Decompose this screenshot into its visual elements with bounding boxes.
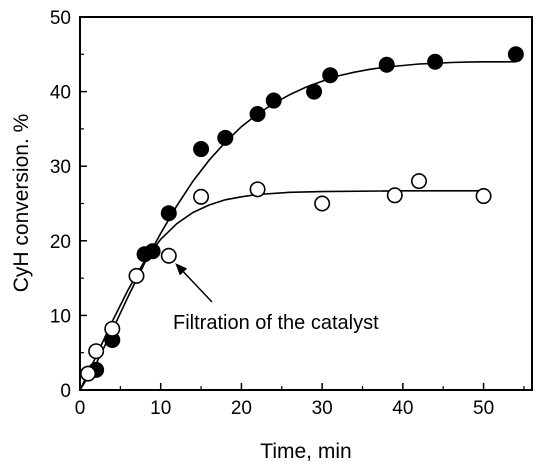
- y-tick-label: 20: [50, 232, 71, 253]
- y-tick-label: 0: [60, 381, 71, 402]
- filled-point: [265, 92, 282, 109]
- open-point: [386, 187, 403, 204]
- filled-point: [193, 141, 210, 158]
- open-point: [193, 188, 210, 205]
- filled-point: [144, 243, 161, 260]
- axis-ticks: 0 10 20 30 40 50 0 10 20 30 40 50: [50, 8, 525, 419]
- filled-point: [160, 205, 177, 222]
- open-point: [160, 247, 177, 264]
- plot-area: [79, 16, 533, 391]
- open-point: [410, 173, 427, 190]
- filled-point: [427, 53, 444, 70]
- open-point: [249, 181, 266, 198]
- fit-curves: [79, 61, 516, 391]
- fit-line-series-2: [79, 190, 484, 391]
- annotation-text: Filtration of the catalyst: [173, 312, 379, 334]
- filled-point: [322, 67, 339, 84]
- fit-line-series-1: [79, 61, 516, 391]
- data-points: [80, 46, 524, 382]
- x-tick-label: 20: [231, 398, 252, 419]
- plot-frame: [79, 16, 533, 391]
- x-tick-label: 0: [75, 398, 86, 419]
- open-point: [80, 365, 97, 382]
- annotation-group: Filtration of the catalyst: [173, 263, 379, 334]
- x-tick-label: 40: [392, 398, 413, 419]
- open-point: [88, 343, 105, 360]
- open-point: [128, 267, 145, 284]
- x-tick-label: 50: [473, 398, 494, 419]
- x-tick-label: 10: [150, 398, 171, 419]
- y-tick-label: 40: [50, 83, 71, 104]
- y-tick-label: 10: [50, 306, 71, 327]
- annotation-arrow-head: [175, 263, 188, 276]
- x-axis-title: Time, min: [260, 440, 351, 463]
- filled-point: [217, 129, 234, 146]
- filled-point: [249, 105, 266, 122]
- x-tick-label: 30: [312, 398, 333, 419]
- open-point: [475, 188, 492, 205]
- filled-point: [306, 83, 323, 100]
- open-point: [314, 195, 331, 212]
- y-axis-title: CyH conversion. %: [10, 114, 33, 293]
- y-tick-label: 30: [50, 157, 71, 178]
- open-point: [104, 320, 121, 337]
- y-tick-label: 50: [50, 8, 71, 29]
- filled-point: [507, 46, 524, 63]
- filled-point: [378, 56, 395, 73]
- annotation-arrow: [182, 271, 213, 303]
